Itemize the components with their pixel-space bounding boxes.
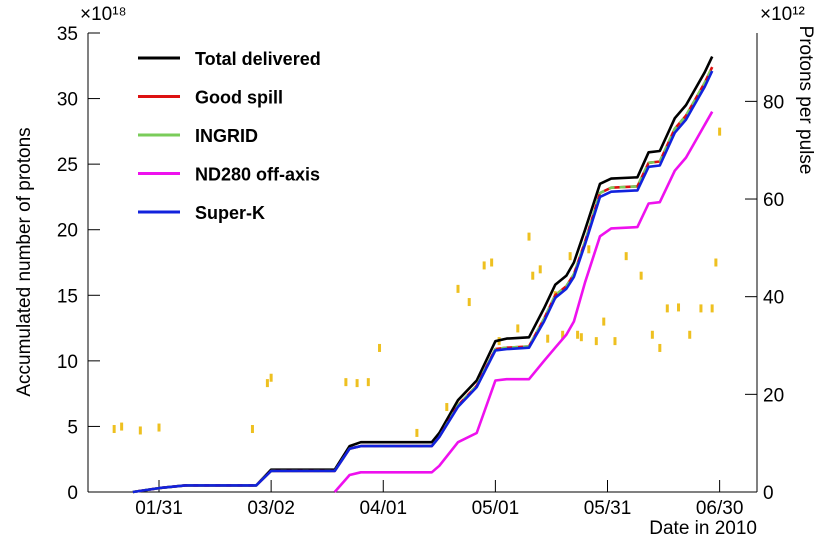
x-tick-label: 03/02 [247, 498, 295, 519]
pulse-point [250, 425, 254, 434]
pulse-point [120, 422, 124, 431]
x-tick-label: 05/31 [584, 498, 632, 519]
legend-label: Total delivered [195, 49, 321, 69]
pulse-point [688, 330, 692, 339]
y-tick-label: 5 [67, 417, 78, 438]
pulse-point [516, 324, 520, 333]
pulse-point [467, 298, 471, 307]
pulse-point [714, 258, 718, 267]
pulse-point [456, 284, 460, 293]
pulse-point [112, 425, 116, 434]
pulse-point [531, 271, 535, 280]
pulse-point [490, 258, 494, 267]
pulse-point [366, 378, 370, 387]
legend-label: INGRID [195, 126, 258, 146]
x-tick-label: 01/31 [135, 498, 183, 519]
legend-label: Good spill [195, 88, 283, 108]
x-axis-label: Date in 2010 [649, 518, 757, 539]
x-tick-label: 04/01 [359, 498, 407, 519]
y2-axis-label: Protons per pulse [795, 26, 816, 175]
pulse-point [699, 304, 703, 313]
y2-tick-label: 20 [763, 385, 784, 406]
y-tick-label: 10 [57, 352, 78, 373]
pulse-point [718, 127, 722, 136]
series-line [333, 111, 714, 493]
y-axis-label: Accumulated number of protons [14, 127, 35, 396]
pulse-point [710, 304, 714, 313]
y2-multiplier: ×10¹² [760, 4, 805, 25]
y-tick-label: 0 [67, 483, 78, 504]
x-tick-label: 06/30 [696, 498, 744, 519]
pulse-point [576, 330, 580, 339]
pulse-point [546, 334, 550, 343]
pulse-point [527, 232, 531, 241]
pulse-point [594, 337, 598, 346]
pulse-point [157, 423, 161, 432]
pulse-point [639, 271, 643, 280]
y-tick-label: 25 [57, 155, 78, 176]
pulse-point [568, 252, 572, 261]
pulse-point [587, 245, 591, 254]
legend-label: ND280 off-axis [195, 165, 320, 185]
y2-tick-label: 60 [763, 190, 784, 211]
legend-label: Super-K [195, 203, 265, 223]
pulse-point [355, 379, 359, 388]
pulse-point [344, 378, 348, 387]
y2-tick-label: 40 [763, 288, 784, 309]
pulse-point [265, 379, 269, 388]
y-tick-label: 15 [57, 286, 78, 307]
pulse-point [624, 252, 628, 261]
y-tick-label: 30 [57, 90, 78, 111]
y2-tick-label: 80 [763, 92, 784, 113]
pulse-point [602, 317, 606, 326]
pulse-point [482, 261, 486, 270]
pulse-point [561, 330, 565, 339]
pulse-point [445, 403, 449, 412]
pulse-point [579, 333, 583, 342]
y2-tick-label: 0 [763, 483, 774, 504]
y-multiplier: ×10¹⁸ [80, 4, 127, 25]
x-tick-label: 05/01 [472, 498, 520, 519]
pulse-point [613, 337, 617, 346]
pulse-point [378, 343, 382, 352]
pulse-point [650, 330, 654, 339]
pulse-point [665, 304, 669, 313]
pulse-point [538, 265, 542, 274]
pulse-point [677, 303, 681, 312]
pulse-point [415, 428, 419, 437]
series-line [132, 70, 714, 494]
series-line [132, 56, 714, 494]
pulse-point [658, 343, 662, 352]
pulse-point [138, 426, 142, 435]
pulse-point [269, 373, 273, 382]
y-tick-label: 20 [57, 221, 78, 242]
y-tick-label: 35 [57, 24, 78, 45]
